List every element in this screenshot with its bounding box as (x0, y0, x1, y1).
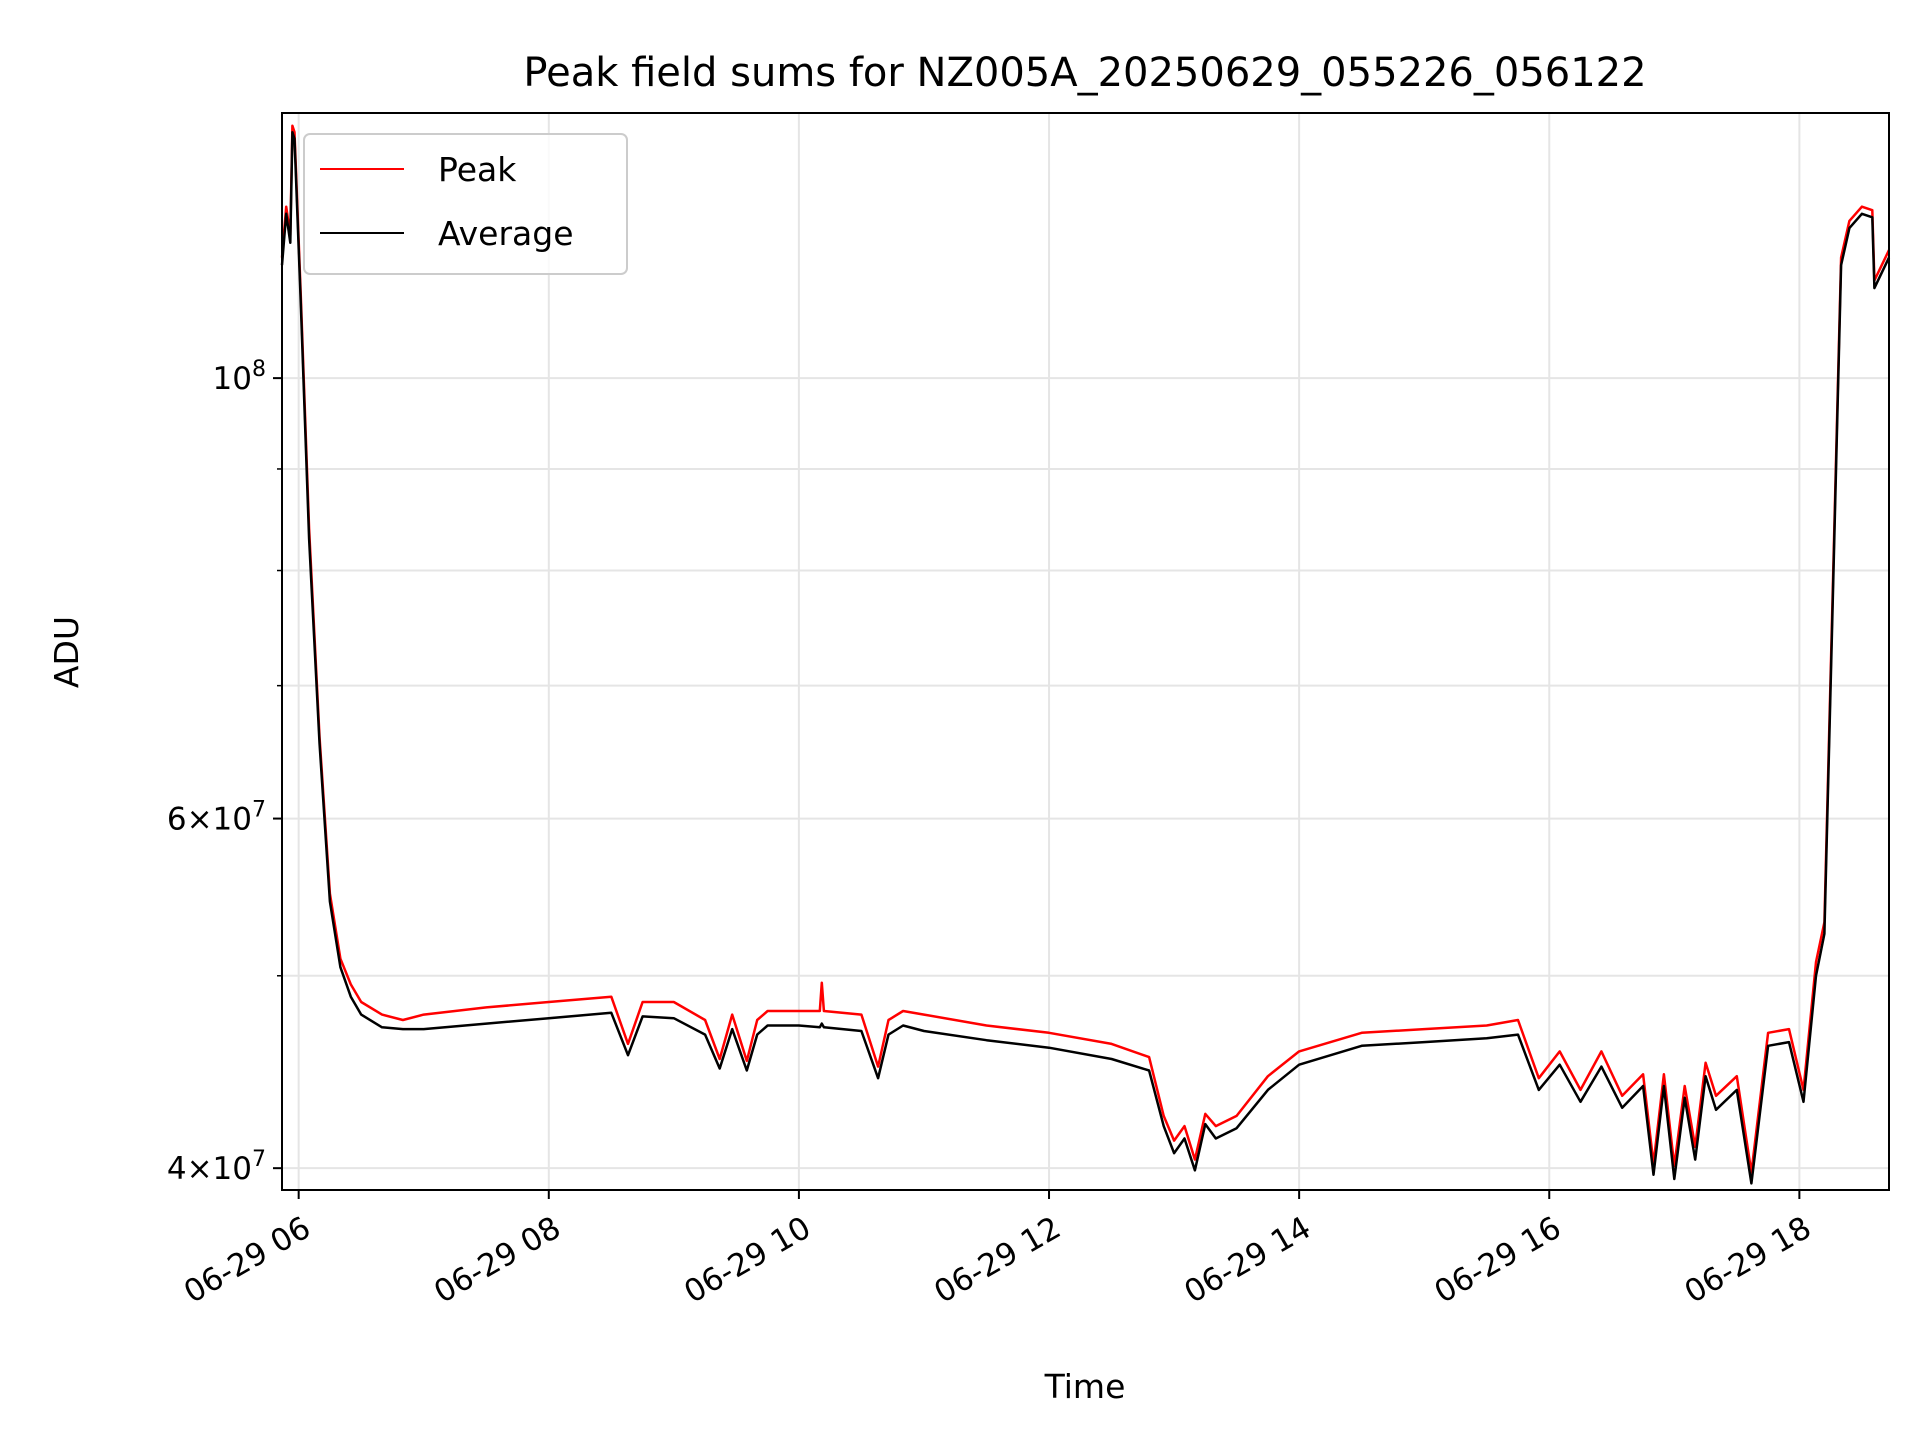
legend-label-peak: Peak (438, 150, 517, 189)
series-line-average (280, 130, 1891, 1185)
y-axis: 4×107 6×107 108 (167, 357, 282, 1187)
chart-title: Peak field sums for NZ005A_20250629_0552… (523, 50, 1646, 96)
plot-frame (281, 112, 1890, 1191)
y-axis-title: ADU (47, 616, 86, 688)
series-line-peak (280, 124, 1891, 1174)
plot-area (282, 113, 1889, 1190)
y-tick-label: 4×107 (167, 1147, 266, 1187)
y-tick-label: 6×107 (167, 798, 266, 838)
x-axis-title: Time (1044, 1367, 1126, 1406)
legend-label-average: Average (438, 214, 574, 253)
series-group (280, 124, 1891, 1185)
grid (282, 113, 1889, 1190)
y-tick-label: 108 (213, 357, 266, 397)
legend: Peak Average (303, 133, 628, 275)
